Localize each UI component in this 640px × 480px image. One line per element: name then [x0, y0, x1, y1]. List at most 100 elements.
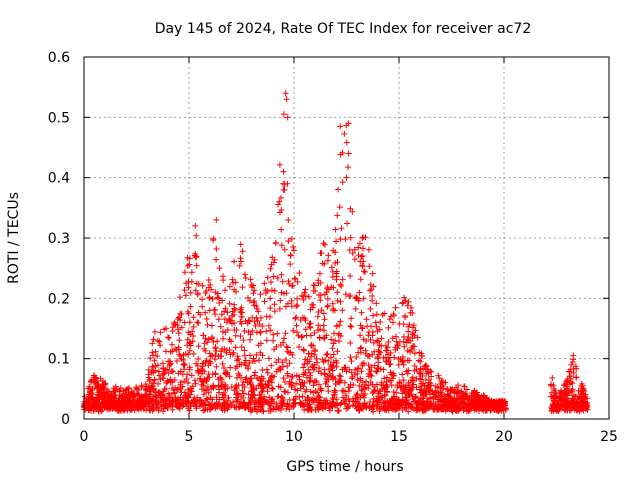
chart-title: Day 145 of 2024, Rate Of TEC Index for r…: [155, 21, 531, 37]
data-point: [298, 292, 305, 299]
data-point: [279, 399, 286, 406]
data-point: [188, 278, 195, 285]
data-point: [149, 340, 156, 347]
data-point: [400, 383, 407, 390]
y-tick-label: 0: [61, 412, 70, 428]
data-point: [381, 375, 388, 382]
data-point: [170, 368, 177, 375]
data-point: [376, 388, 383, 395]
data-point: [324, 350, 331, 357]
data-point: [321, 335, 328, 342]
data-point: [413, 375, 420, 382]
data-point: [151, 357, 158, 364]
data-point: [551, 387, 558, 394]
data-point: [379, 311, 386, 318]
data-point: [290, 401, 297, 408]
data-point: [467, 400, 474, 407]
data-point: [483, 407, 490, 414]
data-point: [363, 378, 370, 385]
data-point: [110, 400, 117, 407]
data-point: [156, 372, 163, 379]
data-point: [302, 286, 309, 293]
data-point: [198, 365, 205, 372]
data-point: [305, 403, 312, 410]
data-point: [307, 324, 314, 331]
data-point: [166, 334, 173, 341]
data-point: [555, 395, 562, 402]
data-point: [365, 373, 372, 380]
data-point: [389, 375, 396, 382]
data-point: [212, 405, 219, 412]
data-point: [163, 397, 170, 404]
data-point: [221, 308, 228, 315]
data-point: [258, 373, 265, 380]
data-point: [317, 297, 324, 304]
data-point: [283, 405, 290, 412]
data-point: [177, 317, 184, 324]
data-point: [163, 325, 170, 332]
data-point: [213, 256, 220, 263]
data-point: [149, 352, 156, 359]
data-point: [175, 344, 182, 351]
data-point: [186, 255, 193, 262]
data-point: [234, 391, 241, 398]
data-point: [169, 348, 176, 355]
data-point: [333, 270, 340, 277]
data-point: [220, 335, 227, 342]
data-point: [265, 407, 272, 414]
data-point: [560, 382, 567, 389]
data-point: [252, 369, 259, 376]
data-point: [339, 307, 346, 314]
data-point: [271, 308, 278, 315]
data-point: [468, 403, 475, 410]
data-point: [207, 281, 214, 288]
data-point: [331, 392, 338, 399]
data-point: [342, 236, 349, 243]
data-point: [257, 329, 264, 336]
data-point: [571, 397, 578, 404]
data-point: [369, 297, 376, 304]
data-point: [406, 388, 413, 395]
data-point: [337, 298, 344, 305]
data-point: [251, 397, 258, 404]
data-point: [468, 397, 475, 404]
data-point: [257, 394, 264, 401]
data-point: [355, 252, 362, 259]
data-point: [267, 295, 274, 302]
data-point: [375, 348, 382, 355]
data-point: [419, 395, 426, 402]
data-point: [183, 376, 190, 383]
data-point: [200, 360, 207, 367]
data-point: [321, 334, 328, 341]
data-point: [361, 381, 368, 388]
data-point: [261, 280, 268, 287]
data-point: [315, 406, 322, 413]
data-point: [183, 280, 190, 287]
data-point: [158, 403, 165, 410]
data-point: [180, 361, 187, 368]
data-point: [388, 401, 395, 408]
data-point: [286, 402, 293, 409]
data-point: [186, 347, 193, 354]
data-point: [310, 389, 317, 396]
data-point: [285, 217, 292, 224]
data-point: [171, 389, 178, 396]
data-point: [282, 378, 289, 385]
data-point: [146, 386, 153, 393]
data-point: [308, 342, 315, 349]
data-point: [273, 400, 280, 407]
data-point: [433, 405, 440, 412]
data-point: [229, 308, 236, 315]
data-point: [448, 404, 455, 411]
data-point: [234, 357, 241, 364]
data-point: [338, 225, 345, 232]
data-point: [399, 371, 406, 378]
data-point: [228, 384, 235, 391]
x-tick-label: 20: [495, 429, 513, 445]
data-point: [302, 397, 309, 404]
data-point: [550, 393, 557, 400]
data-point: [351, 246, 358, 253]
data-point: [562, 397, 569, 404]
data-point: [211, 306, 218, 313]
data-point: [366, 402, 373, 409]
